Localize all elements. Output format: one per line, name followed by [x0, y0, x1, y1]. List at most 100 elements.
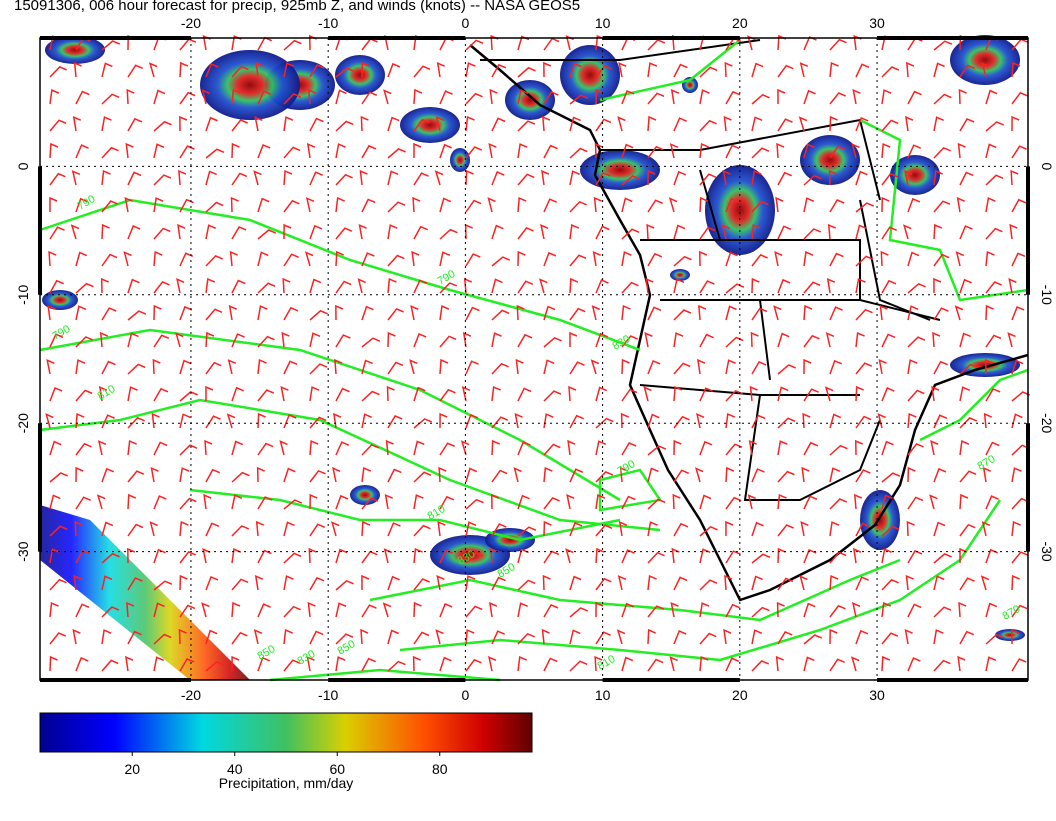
wind-barb: [413, 547, 423, 564]
wind-barb: [387, 660, 406, 672]
wind-barb: [410, 305, 419, 321]
wind-barb: [777, 278, 791, 294]
wind-barb: [985, 388, 1001, 402]
wind-barb: [153, 387, 169, 402]
wind-barb: [517, 602, 528, 618]
wind-barb: [71, 170, 81, 186]
wind-barb: [517, 387, 532, 402]
precip-area: [485, 528, 535, 552]
wind-barb: [751, 414, 766, 429]
wind-barb: [751, 170, 762, 186]
wind-barb: [335, 250, 345, 267]
precip-area: [560, 45, 620, 105]
wind-barb: [621, 304, 631, 321]
wind-barb: [647, 498, 666, 510]
wind-barb: [933, 253, 950, 267]
wind-barb: [205, 278, 216, 294]
wind-barb: [439, 412, 448, 429]
wind-barb: [491, 278, 503, 294]
wind-barb: [933, 93, 952, 105]
wind-barb: [721, 224, 730, 240]
wind-barb: [438, 466, 447, 483]
wind-barb: [673, 385, 683, 402]
wind-barb: [436, 575, 445, 591]
wind-barb: [49, 548, 60, 564]
wind-barb: [645, 277, 654, 294]
wind-barb: [751, 147, 770, 159]
wind-barb: [127, 470, 145, 483]
wind-barb: [465, 169, 474, 186]
wind-barb: [959, 547, 968, 564]
wind-barb: [306, 655, 315, 672]
wind-barb: [1011, 521, 1021, 537]
wind-barb: [595, 440, 607, 456]
wind-barb: [933, 659, 951, 672]
wind-barb: [123, 251, 132, 267]
wind-barb: [543, 657, 558, 672]
wind-barb: [70, 224, 80, 240]
wind-barb: [673, 170, 687, 186]
wind-barb: [491, 576, 506, 591]
wind-barb: [725, 496, 742, 510]
wind-barb: [933, 146, 951, 159]
wind-barb: [517, 250, 526, 267]
wind-barb: [75, 657, 89, 672]
wind-barb: [439, 197, 452, 213]
wind-barb: [568, 385, 577, 402]
wind-barb: [513, 467, 522, 483]
wind-barb: [49, 386, 63, 402]
x-tick-label-top: 10: [595, 15, 611, 31]
wind-barb: [933, 200, 951, 213]
wind-barb: [465, 62, 476, 78]
wind-barb: [725, 336, 744, 348]
wind-barb: [231, 119, 248, 132]
wind-barb: [307, 601, 316, 618]
wind-barb: [699, 250, 708, 267]
wind-barb: [725, 520, 734, 537]
wind-barb: [205, 170, 217, 186]
wind-barb: [75, 442, 92, 456]
wind-barb: [955, 251, 965, 267]
wind-barb: [959, 64, 976, 78]
wind-barb: [231, 279, 246, 294]
wind-barb: [957, 655, 966, 672]
wind-barb: [855, 469, 871, 483]
wind-barb: [387, 629, 400, 645]
wind-barb: [227, 359, 237, 375]
wind-barb: [465, 628, 475, 645]
wind-barb: [283, 199, 300, 213]
wind-barb: [673, 309, 692, 321]
wind-barb: [569, 660, 588, 672]
wind-barb: [359, 169, 368, 186]
wind-barb: [777, 118, 793, 132]
wind-barb: [361, 359, 373, 375]
wind-barb: [699, 632, 717, 645]
wind-barb: [569, 254, 587, 267]
wind-barb: [803, 441, 819, 456]
wind-barb: [643, 386, 652, 402]
wind-barb: [777, 524, 794, 537]
wind-barb: [283, 223, 292, 240]
x-tick-label: 10: [595, 687, 611, 703]
wind-barb: [697, 358, 706, 375]
wind-barb: [1011, 551, 1029, 564]
wind-barb: [803, 548, 817, 564]
wind-barb: [205, 661, 224, 672]
wind-barb: [153, 89, 166, 105]
wind-barb: [439, 305, 450, 321]
wind-barb: [595, 471, 614, 483]
wind-barb: [153, 548, 166, 564]
wind-barb: [439, 388, 456, 402]
wind-barb: [621, 143, 634, 159]
wind-barb: [101, 40, 121, 51]
wind-barb: [228, 304, 238, 321]
wind-barb: [851, 602, 861, 618]
wind-barb: [569, 170, 581, 186]
wind-barb: [647, 252, 663, 267]
wind-barb: [751, 553, 771, 564]
wind-barb: [283, 659, 301, 672]
wind-barb: [959, 470, 977, 483]
precip-area: [890, 155, 940, 195]
wind-barb: [621, 656, 634, 672]
wind-barb: [48, 250, 57, 267]
